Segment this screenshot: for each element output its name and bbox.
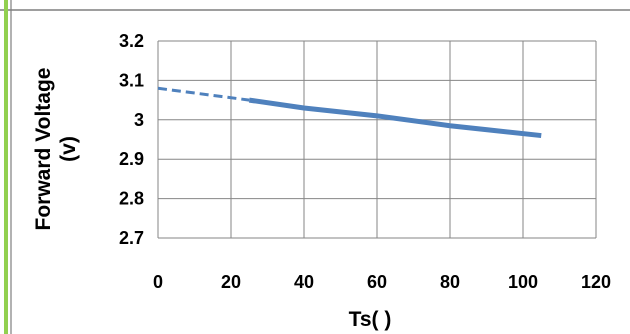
y-axis-title-line1: Forward Voltage [32,68,55,231]
series-line-dashed [157,86,250,102]
y-tick-label: 2.8 [119,189,144,209]
series-group [157,86,542,139]
y-tick-label: 3.2 [119,31,144,51]
series-line-solid [248,97,542,139]
y-tick-label: 2.9 [119,149,144,169]
x-tick-label: 0 [153,272,163,292]
y-tick-label: 2.7 [119,228,144,248]
x-tick-label: 20 [221,272,241,292]
x-tick-label: 40 [294,272,314,292]
x-tick-labels: 0 20 40 60 80 100 120 [153,272,611,292]
x-axis-title: Ts( ) [349,308,392,331]
x-tick-label: 80 [440,272,460,292]
x-tick-label: 100 [508,272,538,292]
y-tick-label: 3 [134,110,144,130]
x-tick-label: 60 [367,272,387,292]
grid [157,40,597,239]
y-tick-label: 3.1 [119,70,144,90]
x-tick-label: 120 [581,272,611,292]
y-tick-labels: 2.7 2.8 2.9 3 3.1 3.2 [119,31,144,248]
y-axis-title-line2: (v) [57,136,80,162]
